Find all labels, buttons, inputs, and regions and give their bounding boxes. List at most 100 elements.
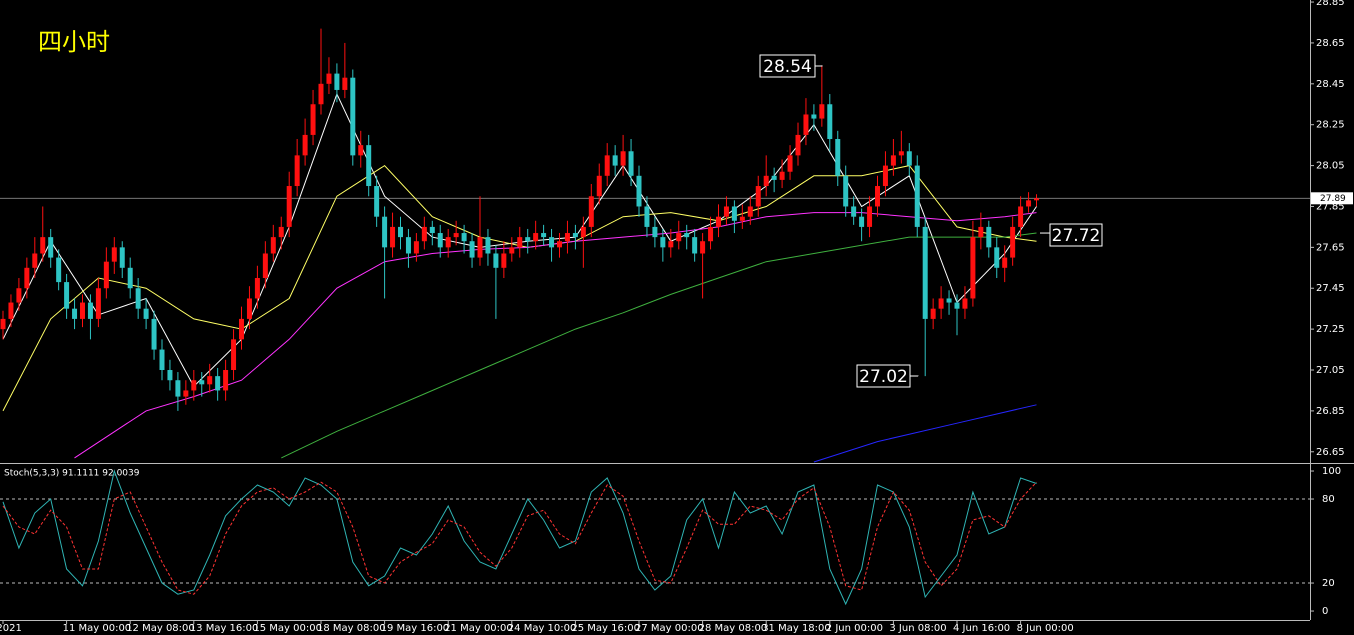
- y-tick-label: 28.05: [1316, 161, 1345, 172]
- candle-body: [95, 288, 101, 319]
- candle-body: [405, 237, 411, 254]
- x-tick-label: 12 May 08:00: [126, 623, 195, 634]
- candle-body: [930, 308, 936, 319]
- candle-body: [795, 134, 801, 156]
- candle-body: [270, 237, 276, 254]
- candle-body: [676, 233, 682, 242]
- x-tick-label: 24 May 10:00: [508, 623, 577, 634]
- candle-body: [223, 370, 229, 391]
- candle-body: [668, 241, 674, 248]
- price-label-box: [1049, 223, 1103, 247]
- candle-body: [40, 237, 46, 254]
- y-tick-label: 27.25: [1316, 324, 1345, 335]
- candle-body: [191, 380, 197, 391]
- y-tick-label: 80: [1322, 494, 1335, 505]
- candle-body: [254, 278, 260, 299]
- candle-body: [310, 104, 316, 135]
- y-tick-label: 28.65: [1316, 38, 1345, 49]
- candle-body: [549, 237, 555, 248]
- candle-body: [493, 253, 499, 268]
- candle-body: [755, 186, 761, 207]
- candle-body: [390, 226, 396, 248]
- price-label-leader: [815, 65, 823, 67]
- y-tick-label: 28.45: [1316, 79, 1345, 90]
- candle-body: [87, 302, 93, 319]
- candle-body: [286, 186, 292, 227]
- candle-body: [859, 216, 865, 227]
- candle-body: [119, 247, 125, 268]
- moving-average: [813, 404, 1037, 463]
- x-tick-label: 28 May 08:00: [699, 623, 768, 634]
- candle-body: [294, 155, 300, 187]
- candle-body: [596, 175, 602, 197]
- candle-body: [374, 186, 380, 217]
- candle-body: [882, 165, 888, 187]
- candle-body: [716, 216, 721, 227]
- candle-body: [477, 237, 483, 258]
- x-tick-label: 4 Jun 16:00: [953, 623, 1010, 634]
- candle-body: [867, 206, 873, 227]
- price-label: 27.72: [1052, 226, 1101, 246]
- candle-body: [771, 175, 777, 180]
- candle-body: [64, 282, 70, 309]
- candle-body: [302, 134, 308, 156]
- candle-body: [16, 288, 22, 303]
- candle-body: [24, 267, 30, 289]
- y-tick-label: 26.85: [1316, 406, 1345, 417]
- price-label: 28.54: [763, 57, 812, 77]
- candle-body: [914, 165, 920, 227]
- x-tick-label: 27 May 00:00: [635, 623, 704, 634]
- candle-body: [572, 233, 578, 238]
- candle-body: [564, 233, 570, 242]
- candle-body: [1034, 198, 1039, 201]
- candle-body: [517, 237, 523, 248]
- candle-body: [151, 318, 157, 350]
- candle-body: [358, 145, 364, 156]
- candle-body: [787, 155, 793, 172]
- last-price-tag: [1311, 192, 1353, 205]
- candle-body: [262, 253, 268, 279]
- candle-body: [207, 376, 213, 385]
- y-tick-label: 0: [1322, 606, 1328, 617]
- candle-body: [429, 226, 435, 234]
- candle-body: [819, 104, 825, 119]
- x-tick-label: 8 Jun 00:00: [1017, 623, 1074, 634]
- candle-body: [437, 233, 443, 248]
- y-tick-label: 100: [1322, 466, 1341, 477]
- candle-body: [56, 257, 62, 283]
- candle-body: [922, 226, 928, 319]
- candle-body: [366, 145, 372, 187]
- candle-body: [557, 241, 562, 248]
- y-tick-label: 20: [1322, 578, 1335, 589]
- candle-body: [413, 241, 419, 254]
- candle-body: [843, 175, 849, 207]
- stoch-line: [2, 469, 1037, 606]
- candle-body: [278, 226, 284, 238]
- candle-body: [525, 237, 531, 242]
- candle-body: [135, 288, 141, 309]
- candle-body: [533, 233, 539, 242]
- candle-body: [1018, 206, 1024, 227]
- x-tick-label: 2 Jun 00:00: [826, 623, 883, 634]
- candle-body: [954, 302, 960, 309]
- candle-body: [32, 253, 38, 268]
- candle-body: [453, 233, 459, 238]
- y-tick-label: 27.65: [1316, 242, 1345, 253]
- x-tick-label: 21 May 00:00: [444, 623, 513, 634]
- chart-title: 四小时: [38, 28, 110, 56]
- candle-body: [763, 175, 769, 187]
- candle-body: [835, 139, 841, 176]
- candle-body: [898, 151, 904, 156]
- x-tick-label: 15 May 00:00: [253, 623, 322, 634]
- x-tick-label: 3 Jun 08:00: [889, 623, 946, 634]
- candle-body: [159, 349, 165, 371]
- candle-body: [1010, 226, 1016, 258]
- y-tick-label: 27.45: [1316, 283, 1345, 294]
- candle-body: [246, 298, 252, 319]
- x-tick-label: 18 May 08:00: [317, 623, 386, 634]
- candle-body: [946, 298, 952, 303]
- x-tick-label: 7 May 2021: [0, 623, 22, 634]
